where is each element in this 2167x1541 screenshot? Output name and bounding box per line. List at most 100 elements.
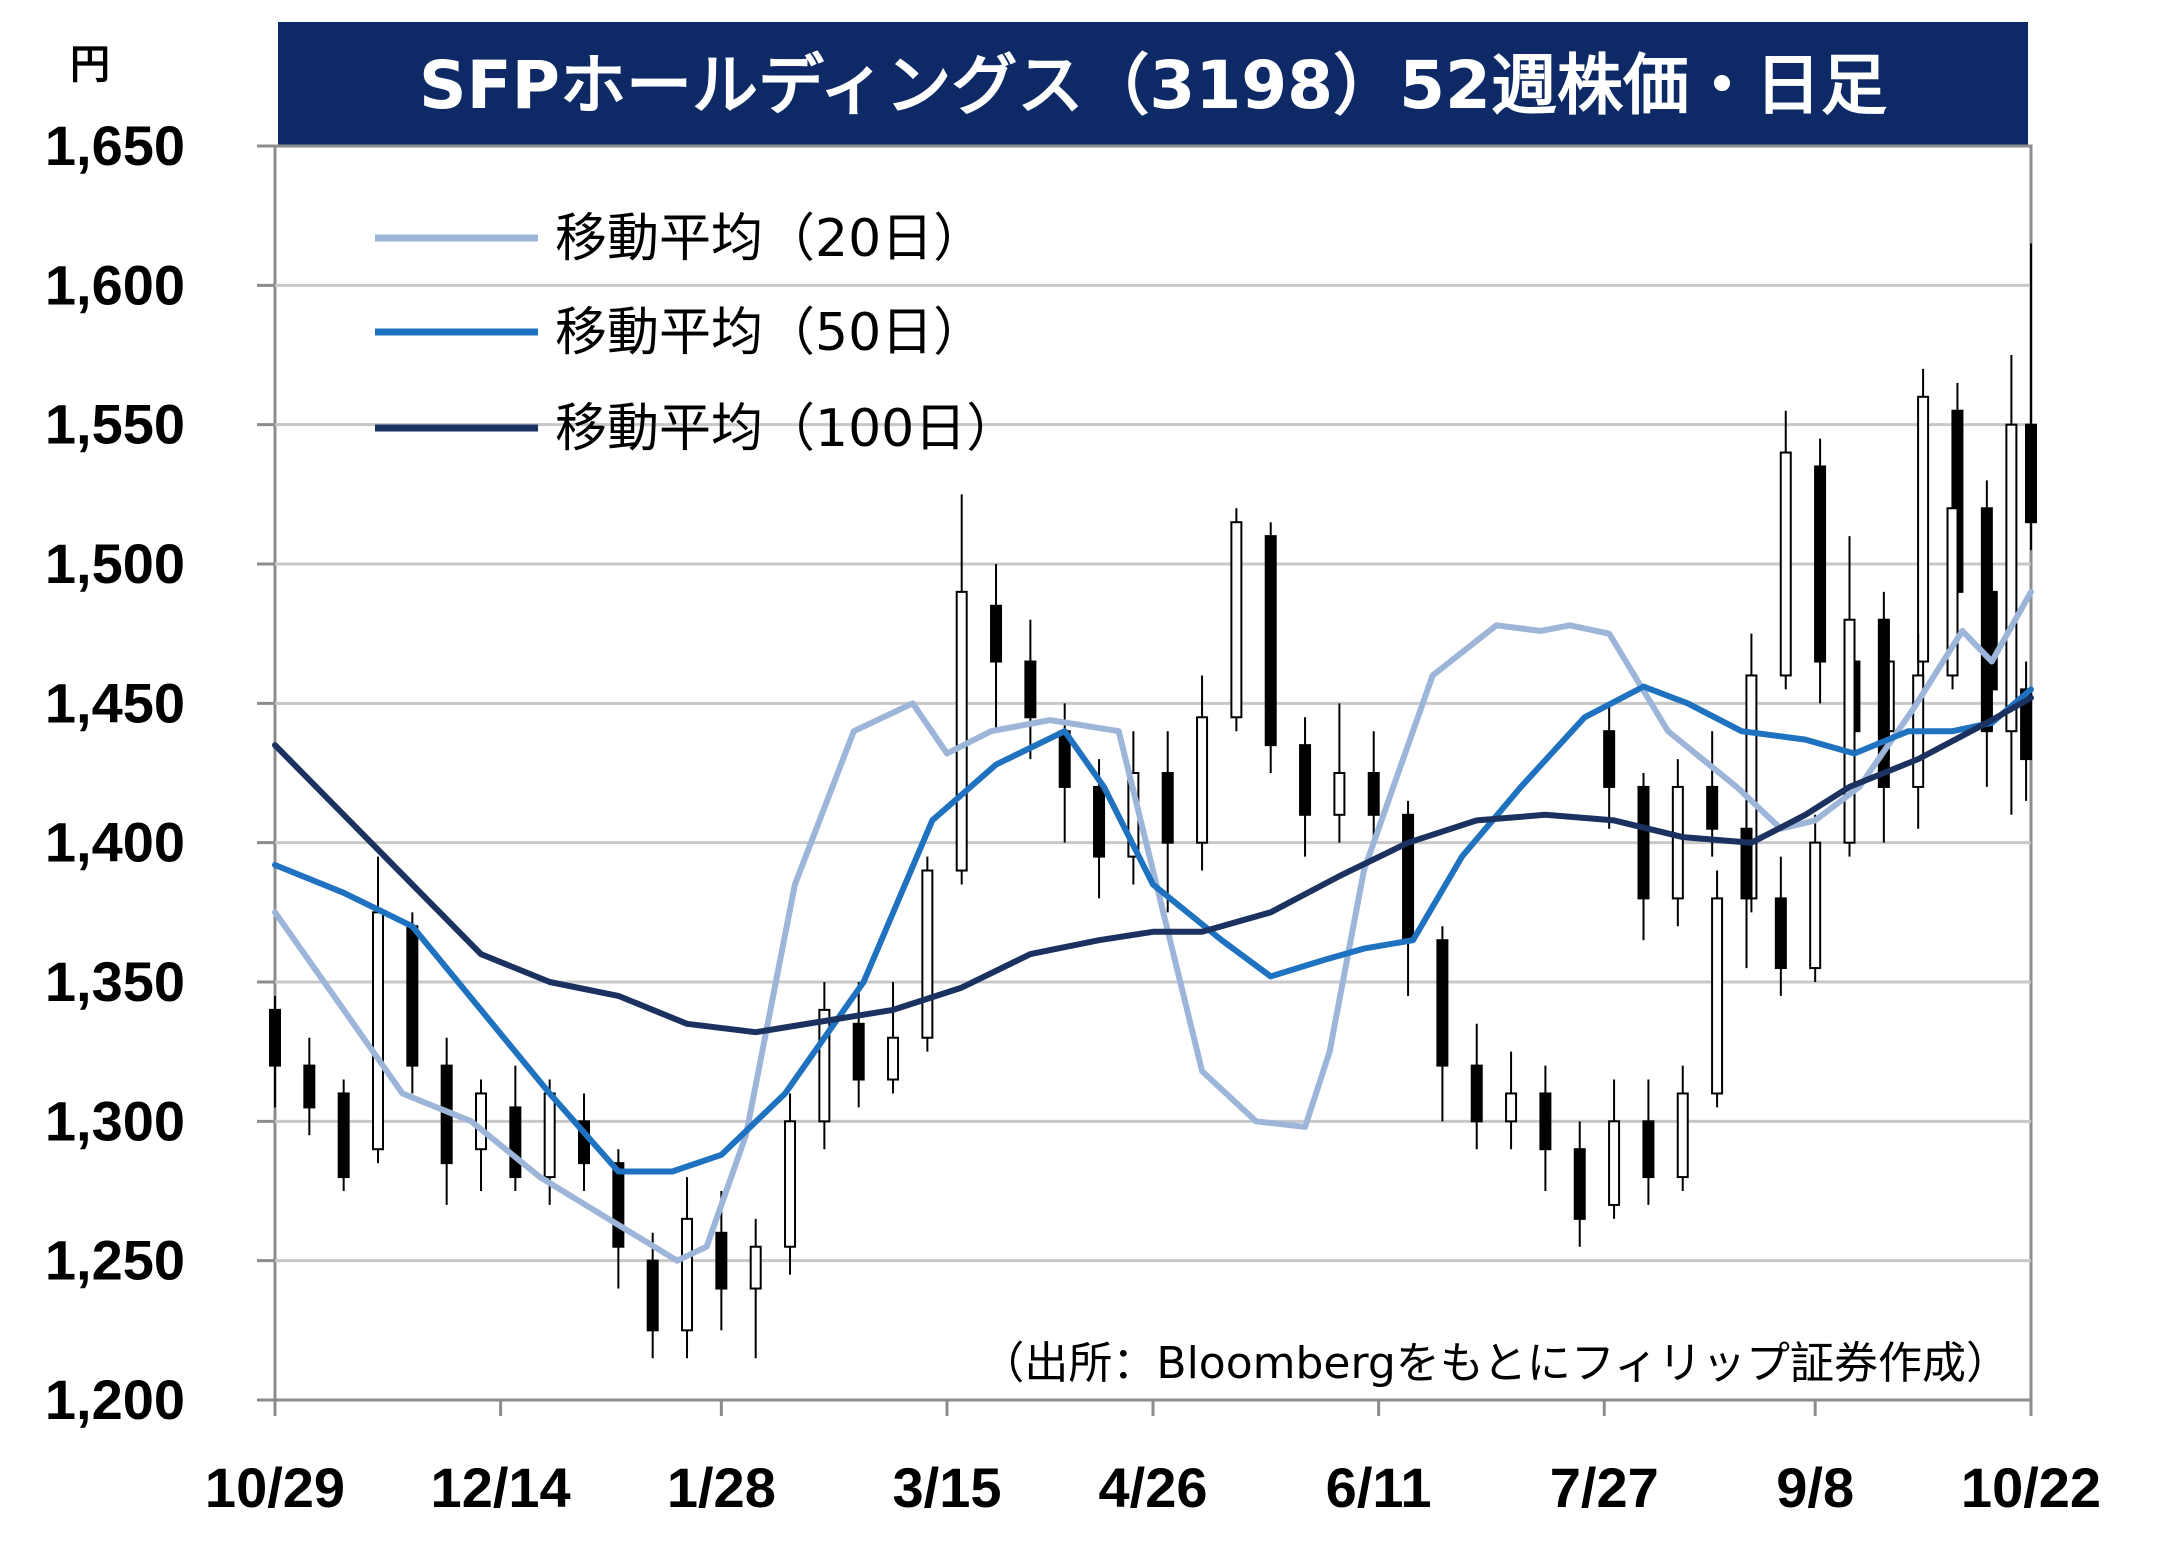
legend-label-ma20: 移動平均（20日） — [555, 209, 985, 269]
candle — [921, 856, 934, 1052]
candle-body — [1809, 841, 1822, 970]
legend-label-ma100: 移動平均（100日） — [555, 399, 1018, 459]
y-tick-label: 1,550 — [45, 393, 185, 456]
candle — [990, 564, 1003, 732]
candle — [1603, 703, 1616, 829]
candle-body — [2025, 423, 2037, 524]
candle-body — [1608, 1120, 1621, 1206]
candle-body — [337, 1092, 350, 1179]
candle-body — [1299, 744, 1312, 816]
y-axis-unit: 円 — [70, 42, 110, 88]
candle-body — [1333, 772, 1346, 816]
candle-body — [1573, 1148, 1586, 1220]
source-note: （出所：Bloombergをもとにフィリップ証券作成） — [980, 1338, 2010, 1389]
candle-body — [784, 1120, 797, 1248]
candle-body — [1946, 507, 1959, 677]
candle-body — [543, 1092, 556, 1179]
candle — [1980, 480, 1993, 787]
candle-body — [2020, 688, 2033, 761]
candle — [337, 1079, 350, 1191]
candle-body — [1706, 785, 1719, 830]
candle — [1196, 675, 1209, 871]
y-tick-label: 1,200 — [45, 1368, 185, 1431]
candle — [784, 1093, 797, 1275]
candle — [2025, 243, 2037, 551]
candle-body — [1671, 785, 1684, 900]
candle-body — [1814, 465, 1827, 663]
candle — [1814, 438, 1827, 704]
chart-title: SFPホールディングス（3198）52週株価・日足 — [419, 47, 1887, 124]
x-tick-label: 12/14 — [431, 1456, 571, 1519]
candle — [1299, 717, 1312, 857]
candle — [1711, 870, 1724, 1108]
candle — [1642, 1079, 1655, 1205]
candle — [887, 982, 900, 1094]
candle-body — [1711, 897, 1724, 1095]
x-tick-label: 3/15 — [892, 1456, 1001, 1519]
y-axis-ticks: 1,200 1,250 1,300 1,350 1,400 1,450 1,500 1,550… — [45, 114, 275, 1431]
candle — [646, 1232, 659, 1359]
x-tick-label: 1/28 — [667, 1456, 776, 1519]
moving-average-lines — [272, 588, 2034, 1264]
candle-body — [852, 1022, 865, 1081]
candle — [1367, 731, 1380, 843]
candle-body — [1980, 507, 1993, 733]
candle — [1917, 368, 1930, 690]
x-tick-label: 10/29 — [205, 1456, 345, 1519]
candle-body — [1779, 451, 1792, 677]
candle — [1024, 619, 1037, 760]
candle — [1877, 591, 1890, 843]
ma100-line — [272, 694, 2034, 1036]
candle — [1637, 773, 1650, 941]
y-tick-label: 1,600 — [45, 253, 185, 316]
candle-body — [1642, 1120, 1655, 1179]
x-tick-label: 7/27 — [1550, 1456, 1659, 1519]
candle-body — [2005, 423, 2018, 733]
candle-body — [990, 604, 1003, 663]
candle-body — [681, 1217, 694, 1332]
candle-body — [921, 869, 934, 1039]
gridlines — [275, 283, 2031, 1263]
y-tick-label: 1,500 — [45, 532, 185, 595]
y-tick-label: 1,450 — [45, 671, 185, 734]
candle-body — [612, 1162, 625, 1248]
candle-body — [1917, 395, 1930, 663]
candlesticks — [269, 243, 2037, 1359]
candle — [406, 912, 419, 1094]
ma50-line — [272, 683, 2034, 1175]
candle — [2020, 661, 2033, 801]
legend-label-ma50: 移動平均（50日） — [555, 303, 985, 363]
candle — [1333, 703, 1346, 843]
title-bar — [278, 22, 2028, 146]
candle-body — [1024, 660, 1037, 719]
candle — [1843, 536, 1856, 857]
candle — [475, 1079, 488, 1191]
x-tick-label: 4/26 — [1099, 1456, 1208, 1519]
candle-body — [269, 1008, 281, 1067]
candle — [681, 1177, 694, 1359]
candle — [1706, 731, 1719, 857]
candle — [1470, 1023, 1483, 1150]
candle — [1608, 1079, 1621, 1219]
y-tick-label: 1,400 — [45, 811, 185, 874]
y-tick-label: 1,300 — [45, 1089, 185, 1152]
candle — [818, 982, 831, 1150]
candle — [852, 982, 865, 1108]
candle-body — [1676, 1092, 1689, 1179]
candle — [715, 1191, 728, 1331]
candle-body — [509, 1106, 522, 1179]
candle-body — [1505, 1092, 1518, 1123]
candle-body — [1740, 827, 1753, 900]
candle-body — [818, 1008, 831, 1123]
candle-body — [1264, 535, 1277, 747]
candle-body — [1402, 813, 1415, 942]
candle-body — [372, 911, 385, 1151]
candle-body — [1539, 1092, 1552, 1151]
candle-body — [1161, 772, 1174, 844]
candle-body — [1230, 521, 1243, 719]
candle — [509, 1065, 522, 1191]
candle — [1436, 926, 1449, 1122]
candle-body — [1774, 897, 1787, 970]
candle-body — [1436, 939, 1449, 1067]
